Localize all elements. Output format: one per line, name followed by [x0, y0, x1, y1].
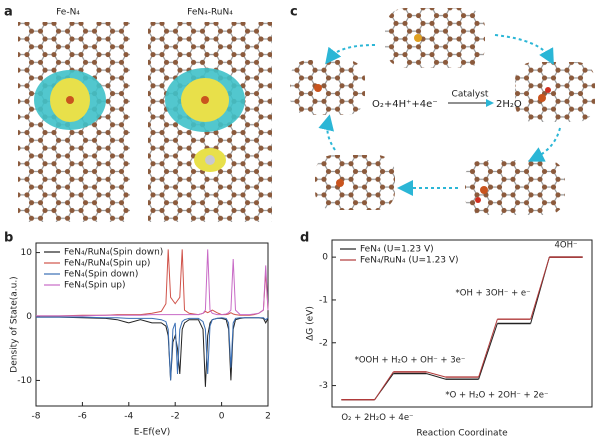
x-tick-label: -4	[124, 412, 133, 422]
connector	[374, 371, 394, 400]
y-tick-label: 0	[26, 312, 32, 322]
y-tick-label: -10	[17, 376, 32, 386]
fe-atom	[538, 94, 546, 102]
x-tick-label: -8	[32, 412, 41, 422]
state-label: *OH + 3OH⁻ + e⁻	[456, 289, 531, 299]
structure-title: Fe-N₄	[56, 8, 80, 18]
lattice	[465, 160, 565, 215]
legend-label: FeN₄/RuN₄(Spin down)	[64, 248, 163, 258]
y-tick-label: 0	[322, 253, 328, 263]
fe-atom	[314, 84, 322, 92]
panel-c: O₂+4H⁺+4e⁻ Catalyst 2H₂O	[290, 8, 595, 215]
fe-atom	[66, 96, 74, 104]
fe-atom	[201, 96, 209, 104]
y-tick-label: -1	[319, 295, 328, 305]
y-tick-label: -3	[319, 381, 328, 391]
panel-label: c	[290, 5, 298, 20]
legend-label: FeN₄ (U=1.23 V)	[360, 245, 434, 255]
legend-label: FeN₄/RuN₄ (U=1.23 V)	[360, 256, 459, 266]
connector	[426, 371, 446, 378]
connector	[426, 373, 446, 380]
fe-atom	[480, 186, 488, 194]
state-label: *O + H₂O + 2OH⁻ + 2e⁻	[445, 391, 548, 401]
connector	[530, 256, 550, 320]
lattice	[515, 62, 595, 122]
legend-label: FeN₄/RuN₄(Spin up)	[64, 259, 150, 269]
y-axis-label: ΔG (eV)	[306, 306, 316, 341]
plot-frame	[331, 239, 593, 408]
state-label: *OOH + H₂O + OH⁻ + 3e⁻	[355, 355, 466, 365]
plot-frame	[35, 242, 269, 407]
legend-label: FeN₄(Spin up)	[64, 281, 126, 291]
panel-label: b	[4, 231, 13, 246]
legend-label: FeN₄(Spin down)	[64, 270, 138, 280]
state-label: 4OH⁻	[555, 241, 578, 251]
x-axis-label: E-Ef(eV)	[134, 428, 171, 438]
x-tick-label: -2	[171, 412, 180, 422]
state-label: O₂ + 2H₂O + 4e⁻	[341, 413, 413, 423]
connector	[478, 319, 498, 378]
fe-atom	[414, 34, 422, 42]
cycle-arrow	[318, 114, 336, 151]
y-tick-label: 10	[21, 248, 33, 258]
fe-atom	[336, 179, 344, 187]
dos-line	[36, 249, 269, 317]
cycle-arrow	[527, 127, 561, 162]
cycle-arrow	[494, 34, 554, 65]
y-tick-label: -2	[319, 338, 328, 348]
lattice	[315, 155, 395, 210]
lattice	[290, 60, 365, 115]
panel-a: Fe-N₄ FeN₄-RuN₄	[18, 8, 272, 222]
structure-title: FeN₄-RuN₄	[187, 8, 233, 18]
cycle-arrow	[325, 44, 376, 65]
x-tick-label: 2	[265, 412, 271, 422]
catalyst: Catalyst	[452, 90, 489, 100]
reactants: O₂+4H⁺+4e⁻	[372, 99, 438, 110]
lattice	[385, 8, 485, 68]
ru-atom	[205, 155, 215, 165]
o-atom	[475, 197, 481, 203]
dos-line	[36, 316, 269, 381]
o-atom	[545, 87, 551, 93]
x-tick-label: -6	[78, 412, 87, 422]
connector	[478, 323, 498, 380]
panel-label: a	[4, 5, 13, 20]
panel-label: d	[300, 231, 309, 246]
y-axis-label: Density of State(a.u.)	[10, 276, 20, 372]
x-tick-label: 0	[219, 412, 225, 422]
product: 2H₂O	[496, 99, 522, 110]
x-axis-label: Reaction Coordinate	[416, 429, 508, 439]
